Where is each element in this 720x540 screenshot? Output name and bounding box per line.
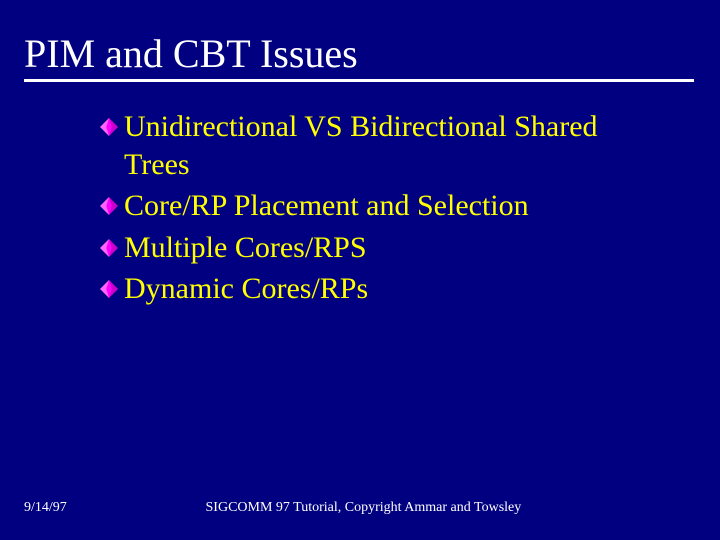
diamond-bullet-icon [100,118,118,136]
title-underline [24,79,694,82]
slide-title: PIM and CBT Issues [24,30,696,77]
footer-copyright: SIGCOMM 97 Tutorial, Copyright Ammar and… [67,500,720,516]
bullet-text: Unidirectional VS Bidirectional Shared T… [124,108,660,183]
diamond-bullet-icon [100,280,118,298]
slide: PIM and CBT Issues Unidirectional VS Bid… [0,0,720,540]
body-area: Unidirectional VS Bidirectional Shared T… [0,88,720,308]
list-item: Unidirectional VS Bidirectional Shared T… [100,108,660,183]
slide-footer: 9/14/97 SIGCOMM 97 Tutorial, Copyright A… [0,500,720,516]
bullet-text: Dynamic Cores/RPs [124,270,368,308]
bullet-text: Core/RP Placement and Selection [124,187,529,225]
title-area: PIM and CBT Issues [0,0,720,88]
diamond-bullet-icon [100,239,118,257]
diamond-bullet-icon [100,197,118,215]
bullet-text: Multiple Cores/RPS [124,229,367,267]
list-item: Dynamic Cores/RPs [100,270,660,308]
footer-date: 9/14/97 [0,500,67,516]
list-item: Core/RP Placement and Selection [100,187,660,225]
list-item: Multiple Cores/RPS [100,229,660,267]
